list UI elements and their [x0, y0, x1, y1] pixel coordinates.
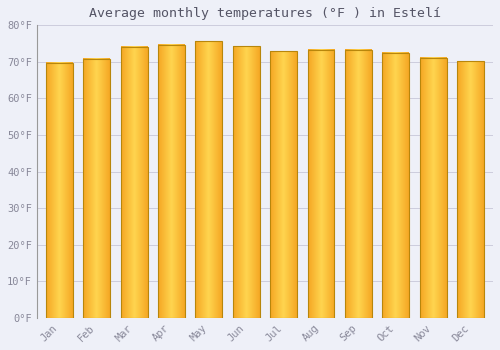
Bar: [83, 58, 110, 318]
Bar: [120, 47, 148, 318]
Bar: [345, 50, 372, 318]
Bar: [308, 50, 334, 318]
Title: Average monthly temperatures (°F ) in Estelí: Average monthly temperatures (°F ) in Es…: [89, 7, 441, 20]
Bar: [46, 63, 72, 318]
Bar: [270, 51, 297, 318]
Bar: [382, 53, 409, 318]
Bar: [196, 41, 222, 318]
Bar: [457, 61, 484, 318]
Bar: [158, 45, 185, 318]
Bar: [420, 58, 446, 318]
Bar: [233, 46, 260, 318]
